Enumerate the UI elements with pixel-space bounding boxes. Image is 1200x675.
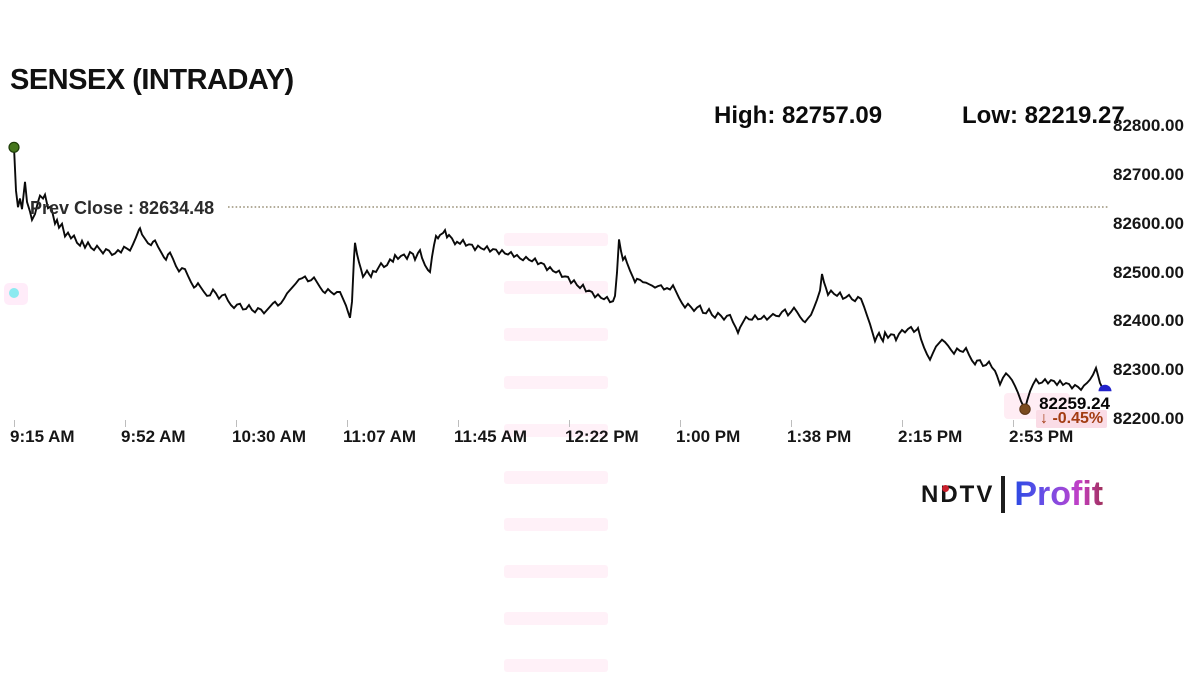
watermark-block: [504, 518, 608, 531]
x-axis-tick: [680, 420, 681, 427]
watermark-cyan-dot: [9, 288, 19, 298]
x-axis-tick: [14, 420, 15, 427]
watermark-block: [504, 612, 608, 625]
y-axis-label: 82200.00: [1113, 408, 1184, 428]
watermark-block: [504, 376, 608, 389]
low-marker: [1019, 403, 1031, 415]
ndtv-logo-text: NDTV: [921, 480, 995, 508]
y-axis-label: 82800.00: [1113, 116, 1184, 136]
y-axis-label: 82300.00: [1113, 359, 1184, 379]
x-axis-label: 9:15 AM: [10, 427, 75, 446]
logo-separator-bar: [1001, 476, 1006, 513]
y-axis-label: 82700.00: [1113, 165, 1184, 185]
open-high-marker: [8, 141, 20, 153]
x-axis-tick: [1013, 420, 1014, 427]
x-axis-label: 1:00 PM: [676, 427, 741, 446]
x-axis-label: 2:15 PM: [898, 427, 963, 446]
page-title: SENSEX (INTRADAY): [10, 64, 294, 96]
x-axis-label: 9:52 AM: [121, 427, 186, 446]
x-axis-tick: [347, 420, 348, 427]
x-axis-tick: [569, 420, 570, 427]
ndtv-red-dot-icon: [942, 485, 949, 492]
low-value-label: Low: 82219.27: [962, 102, 1125, 129]
watermark-block: [504, 281, 608, 294]
watermark-block: [504, 659, 608, 672]
x-axis-label: 12:22 PM: [565, 427, 639, 446]
y-axis-label: 82600.00: [1113, 213, 1184, 233]
x-axis-label: 11:45 AM: [454, 427, 528, 446]
x-axis-tick: [791, 420, 792, 427]
y-axis-label: 82400.00: [1113, 311, 1184, 331]
high-value-label: High: 82757.09: [714, 102, 883, 129]
watermark-block: [504, 233, 608, 246]
price-line: [13, 147, 1106, 412]
change-percent-badge: ↓ -0.45%: [1036, 410, 1108, 428]
x-axis-label: 11:07 AM: [343, 427, 417, 446]
x-axis-tick: [902, 420, 903, 427]
last-price-marker: [1098, 384, 1112, 392]
x-axis-tick: [125, 420, 126, 427]
watermark-block: [504, 565, 608, 578]
x-axis-label: 2:53 PM: [1009, 427, 1074, 446]
watermark-block: [504, 424, 608, 437]
watermark-block: [504, 471, 608, 484]
x-axis-tick: [458, 420, 459, 427]
profit-logo-text: Profit: [1014, 475, 1104, 513]
prev-close-label: Prev Close : 82634.48: [30, 198, 215, 218]
x-axis-tick: [236, 420, 237, 427]
x-axis-label: 1:38 PM: [787, 427, 852, 446]
x-axis-label: 10:30 AM: [232, 427, 307, 446]
last-price-label: 82259.24: [1039, 394, 1110, 413]
ndtv-profit-logo: NDTV Profit: [921, 475, 1103, 514]
y-axis-label: 82500.00: [1113, 262, 1184, 282]
watermark-block: [504, 328, 608, 341]
